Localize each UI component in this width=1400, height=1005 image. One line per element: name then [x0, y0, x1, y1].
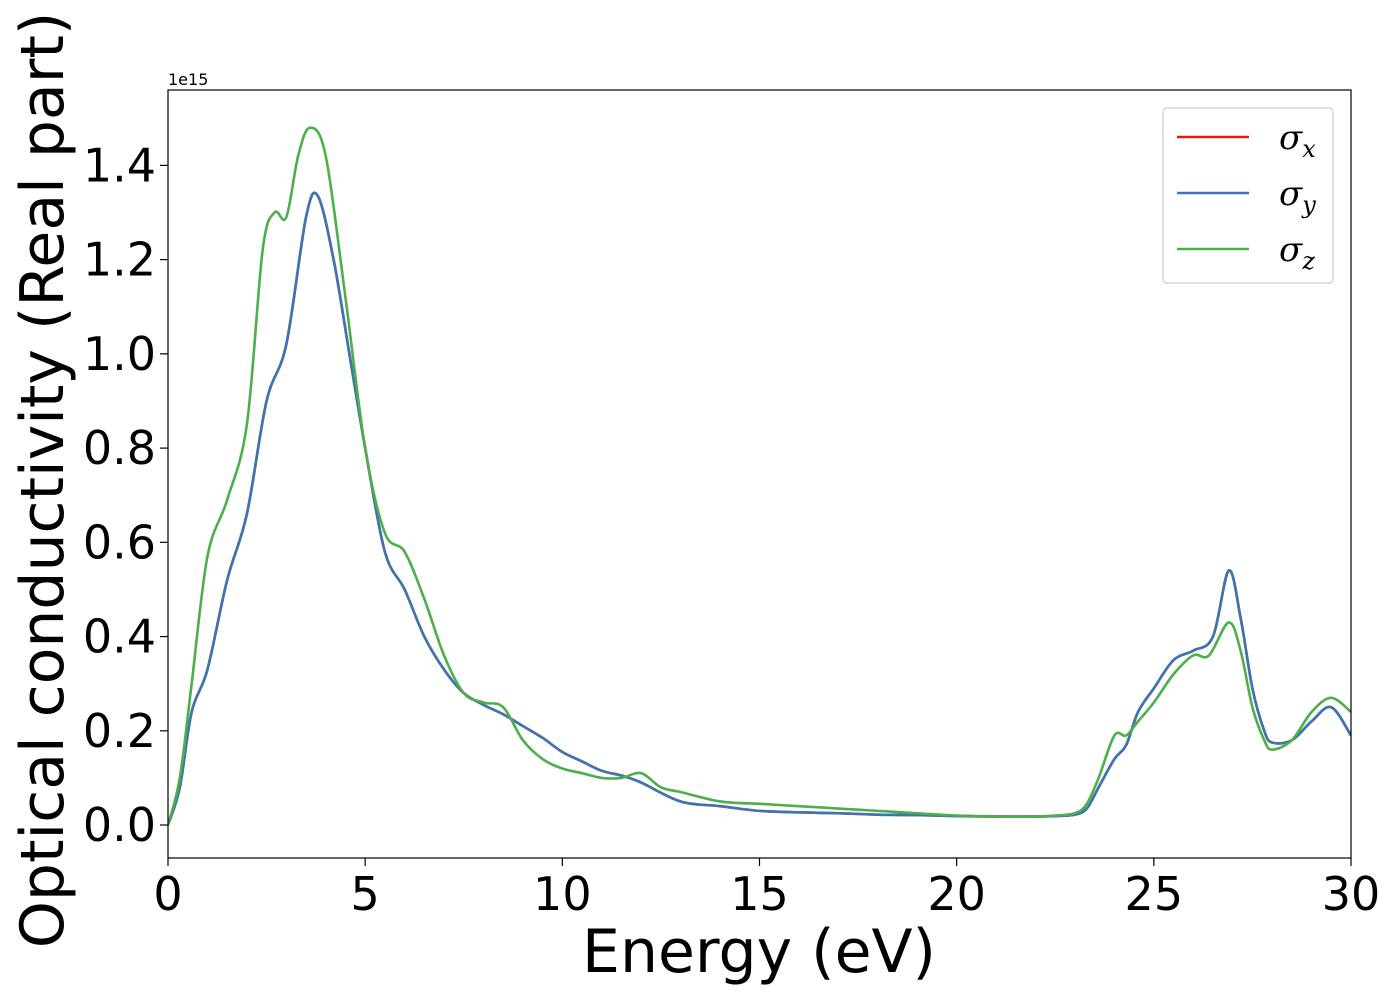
y-offset-label: 1e15 [168, 70, 208, 89]
y-tick-label: 1.4 [83, 138, 156, 192]
x-axis: 0 5 10 15 20 25 30 [153, 858, 1380, 921]
x-axis-label: Energy (eV) [582, 917, 936, 987]
legend-box [1162, 107, 1334, 284]
series-layer [168, 126, 1351, 826]
x-tick-label: 25 [1125, 867, 1184, 921]
y-tick-label: 1.2 [83, 233, 156, 287]
x-tick-label: 20 [927, 867, 986, 921]
y-tick-label: 0.2 [83, 704, 156, 758]
y-tick-label: 0.6 [83, 515, 156, 569]
x-tick-label: 30 [1322, 867, 1381, 921]
x-tick-label: 0 [153, 867, 182, 921]
x-tick-label: 10 [533, 867, 592, 921]
x-tick-label: 5 [351, 867, 380, 921]
y-tick-label: 1.0 [83, 327, 156, 381]
y-tick-label: 0.4 [83, 610, 156, 664]
y-tick-label: 0.8 [83, 421, 156, 475]
series-line-y [168, 191, 1351, 826]
y-axis: 0.0 0.2 0.4 0.6 0.8 1.0 1.2 1.4 [83, 138, 168, 852]
series-line-z [168, 126, 1351, 826]
y-axis-label: Optical conductivity (Real part) [8, 12, 78, 949]
x-tick-label: 15 [730, 867, 789, 921]
y-tick-label: 0.0 [83, 798, 156, 852]
